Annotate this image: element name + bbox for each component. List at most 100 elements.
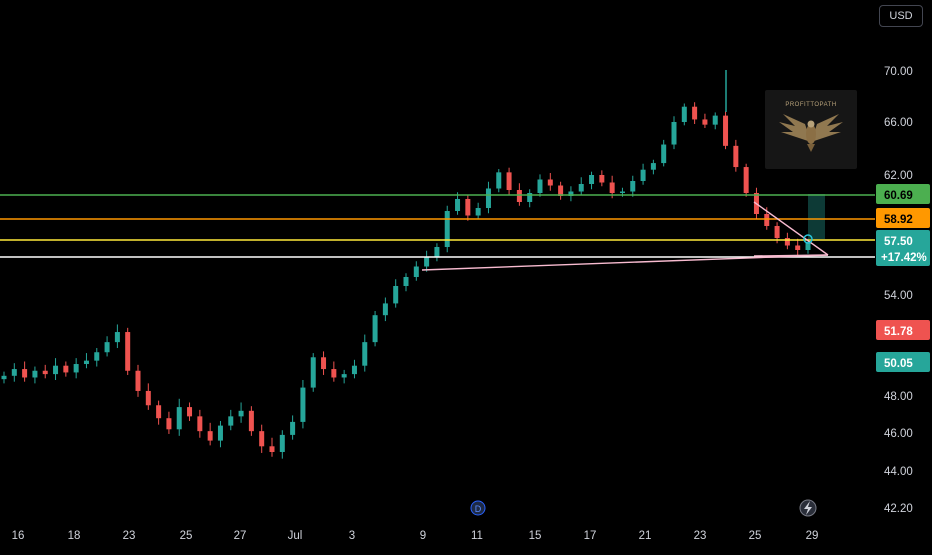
candle-body — [413, 266, 419, 277]
candle-body — [176, 407, 182, 430]
candle-body — [434, 247, 440, 258]
candle-body — [692, 106, 698, 120]
position-target-box — [808, 194, 825, 239]
x-axis-label: 15 — [529, 530, 542, 542]
x-axis-label: 3 — [349, 530, 355, 542]
candle-body — [630, 181, 636, 192]
x-axis-label: 25 — [180, 530, 193, 542]
y-axis-label: 70.00 — [884, 66, 913, 78]
watermark-logo: PROFITTOPATH — [765, 90, 857, 169]
price-tag-label: 58.92 — [884, 214, 913, 226]
candle-body — [424, 257, 430, 267]
y-axis-label: 46.00 — [884, 428, 913, 440]
candle-body — [187, 407, 193, 417]
x-axis-label: 21 — [639, 530, 652, 542]
candle-body — [321, 357, 327, 370]
candle-body — [455, 199, 461, 211]
candle-body — [640, 169, 646, 181]
candle-body — [444, 211, 450, 247]
candle-body — [94, 352, 100, 361]
candle-body — [63, 365, 69, 373]
candle-body — [723, 115, 729, 146]
candle-body — [558, 185, 564, 196]
price-tag-label: 57.50 — [884, 236, 913, 248]
candle-body — [568, 191, 574, 196]
candles-group — [1, 70, 811, 459]
candle-body — [217, 425, 223, 441]
rising-trendline — [421, 254, 829, 271]
candle-body — [661, 144, 667, 164]
x-axis-label: 11 — [471, 530, 483, 542]
candle-body — [599, 175, 605, 183]
candle-body — [73, 364, 79, 373]
triangle-base-line — [753, 254, 829, 257]
candle-body — [774, 226, 780, 238]
price-tag-label: 50.05 — [884, 358, 913, 370]
candle-body — [228, 416, 234, 426]
watermark-brand-text: PROFITTOPATH — [785, 102, 837, 108]
candle-body — [619, 191, 625, 193]
eagle-icon — [779, 114, 843, 152]
x-axis-label: 25 — [749, 530, 762, 542]
candle-body — [300, 387, 306, 422]
candle-body — [485, 188, 491, 208]
candle-body — [125, 332, 131, 371]
candle-body — [197, 416, 203, 432]
x-axis-label: 9 — [420, 530, 426, 542]
x-axis-label: 27 — [234, 530, 247, 542]
candle-body — [795, 245, 801, 250]
price-tag-bg — [876, 230, 930, 266]
x-axis-label: 18 — [68, 530, 81, 542]
x-axis-label: 29 — [806, 530, 819, 542]
candle-body — [114, 332, 120, 343]
y-axis-label: 62.00 — [884, 170, 913, 182]
candle-body — [805, 242, 811, 250]
candle-body — [516, 190, 522, 202]
x-axis-label: 16 — [12, 530, 25, 542]
price-tag-bg — [876, 184, 930, 204]
candle-body — [135, 370, 141, 391]
candle-body — [156, 405, 162, 419]
candle-body — [207, 431, 213, 441]
currency-selector-button[interactable]: USD — [879, 5, 923, 27]
candle-body — [145, 390, 151, 406]
candle-body — [341, 374, 347, 378]
y-axis-label: 54.00 — [884, 290, 913, 302]
price-tag-bg — [876, 352, 930, 372]
candle-body — [609, 182, 615, 193]
candle-body — [403, 277, 409, 286]
candle-body — [393, 286, 399, 304]
candle-body — [1, 375, 7, 380]
candle-body — [496, 172, 502, 189]
candle-body — [743, 167, 749, 193]
candle-body — [764, 214, 770, 226]
candle-body — [22, 369, 28, 378]
candle-body — [83, 360, 89, 365]
falling-trendline — [753, 201, 829, 256]
candle-body — [712, 115, 718, 125]
candle-body — [104, 342, 110, 353]
candle-body — [547, 179, 553, 186]
dividend-marker-label: D — [475, 504, 482, 514]
candle-body — [310, 357, 316, 388]
price-tag-label: 51.78 — [884, 326, 913, 338]
candle-body — [382, 303, 388, 316]
candle-body — [259, 431, 265, 447]
dividend-marker-icon — [470, 500, 486, 516]
candle-body — [362, 342, 368, 366]
candle-body — [372, 315, 378, 343]
candle-body — [279, 434, 285, 452]
candle-body — [578, 184, 584, 192]
candle-body — [351, 365, 357, 375]
candle-body — [681, 106, 687, 122]
candle-body — [53, 365, 59, 375]
candle-body — [527, 193, 533, 202]
lightning-bolt-icon — [804, 501, 812, 515]
candle-body — [42, 370, 48, 375]
price-tag-bg — [876, 320, 930, 340]
price-tag-change: +17.42% — [881, 252, 927, 264]
candle-body — [784, 238, 790, 246]
y-axis-label: 42.20 — [884, 503, 913, 515]
